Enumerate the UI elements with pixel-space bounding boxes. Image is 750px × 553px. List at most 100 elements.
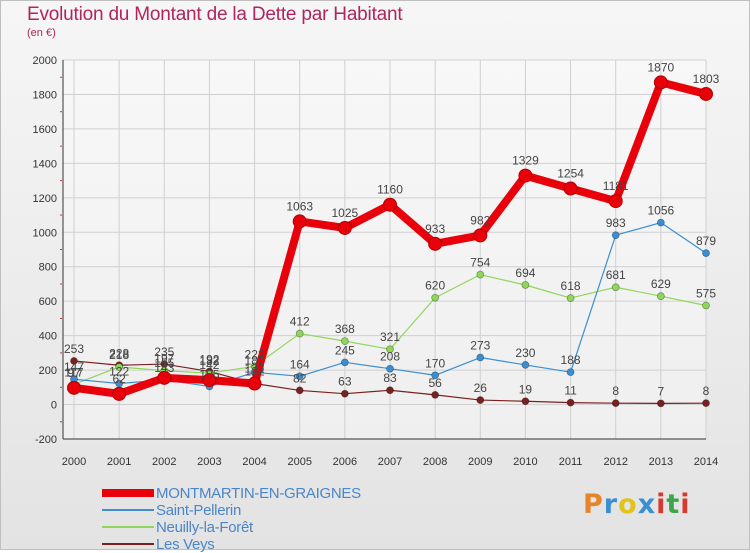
data-label: 230 — [515, 346, 535, 360]
x-tick-label: 2009 — [468, 456, 492, 468]
data-label: 618 — [561, 279, 581, 293]
data-label: 253 — [64, 342, 84, 356]
data-label: 197 — [154, 352, 174, 366]
data-label: 97 — [67, 366, 81, 380]
logo-letter: r — [603, 489, 619, 520]
data-point — [521, 397, 530, 406]
data-label: 83 — [383, 371, 397, 385]
legend-label: Saint-Pellerin — [156, 501, 242, 519]
data-label: 1160 — [377, 183, 403, 197]
data-label: 26 — [474, 381, 488, 395]
data-label: 56 — [428, 376, 442, 390]
data-label: 105 — [199, 367, 219, 381]
data-label: 879 — [696, 234, 716, 248]
data-point — [476, 353, 485, 362]
x-tick-label: 2012 — [603, 456, 627, 468]
data-point — [608, 194, 623, 209]
x-tick-label: 2002 — [152, 456, 176, 468]
logo-letter: P — [583, 489, 604, 520]
data-label: 681 — [606, 268, 626, 282]
data-label: 117 — [64, 365, 83, 379]
legend-label: Les Veys — [156, 535, 215, 553]
data-label: 82 — [293, 371, 307, 385]
data-label: 142 — [199, 358, 219, 372]
x-tick-label: 2007 — [378, 456, 402, 468]
data-label: 245 — [335, 343, 355, 357]
data-point — [611, 231, 620, 240]
legend-swatch — [102, 509, 154, 511]
x-tick-label: 2001 — [107, 456, 131, 468]
legend-item: MONTMARTIN-EN-GRAIGNES — [102, 485, 361, 502]
x-tick-label: 2004 — [242, 456, 266, 468]
data-point — [702, 249, 710, 258]
data-point — [295, 372, 304, 381]
data-label: 368 — [335, 322, 355, 336]
y-tick-label: 1200 — [33, 193, 57, 205]
data-label: 192 — [199, 352, 219, 366]
data-label: 694 — [515, 266, 535, 280]
data-point — [340, 389, 349, 398]
data-label: 575 — [696, 286, 716, 300]
data-point — [386, 386, 394, 395]
data-label: 11 — [564, 384, 577, 398]
data-label: 8 — [612, 384, 619, 398]
data-label: 7 — [658, 384, 665, 398]
data-point — [566, 368, 575, 377]
legend-item: Les Veys — [102, 535, 215, 553]
data-label: 218 — [109, 348, 129, 362]
data-label: 63 — [338, 375, 352, 389]
data-point — [702, 301, 710, 310]
data-label: 273 — [470, 339, 490, 353]
data-point — [340, 358, 349, 367]
legend-item: Neuilly-la-Forêt — [102, 518, 253, 536]
data-point — [656, 218, 665, 227]
data-label: 143 — [154, 361, 174, 375]
data-label: 147 — [64, 360, 84, 374]
y-tick-label: 600 — [39, 296, 57, 308]
data-point — [431, 293, 440, 302]
x-tick-label: 2005 — [287, 456, 311, 468]
y-tick-label: 200 — [39, 365, 57, 377]
data-label: 122 — [245, 362, 265, 376]
data-point — [699, 86, 713, 101]
data-point — [563, 181, 578, 196]
data-point — [431, 390, 440, 399]
data-label: 620 — [425, 279, 445, 293]
data-label: 187 — [245, 353, 265, 367]
legend-swatch — [102, 526, 154, 528]
data-point — [566, 398, 575, 407]
data-label: 122 — [109, 365, 129, 379]
data-label: 629 — [651, 277, 671, 291]
logo-letter: i — [656, 489, 667, 520]
x-tick-label: 2006 — [333, 456, 357, 468]
logo-letter: i — [680, 489, 691, 520]
data-point — [431, 371, 440, 380]
data-label: 1803 — [693, 72, 720, 86]
x-tick-label: 2011 — [559, 456, 583, 468]
y-tick-label: 1600 — [33, 124, 57, 136]
data-point — [202, 373, 217, 388]
legend-item: Saint-Pellerin — [102, 501, 242, 519]
y-tick-label: 1000 — [33, 227, 57, 239]
data-point — [157, 370, 172, 385]
legend-label: Neuilly-la-Forêt — [156, 518, 253, 536]
data-label: 754 — [470, 256, 490, 270]
data-point — [115, 363, 124, 371]
data-label: 228 — [109, 346, 129, 360]
data-label: 1025 — [332, 206, 359, 220]
logo-letter: x — [637, 489, 657, 520]
y-tick-label: 800 — [39, 262, 57, 274]
data-point — [611, 399, 620, 408]
data-point — [386, 364, 394, 373]
data-label: 170 — [425, 356, 445, 370]
data-label: 235 — [154, 345, 174, 359]
x-tick-label: 2003 — [197, 456, 221, 468]
y-tick-label: 0 — [51, 400, 57, 412]
data-point — [518, 168, 533, 183]
data-label: 1056 — [648, 204, 675, 218]
logo-letter: t — [666, 489, 681, 520]
data-point — [295, 386, 304, 395]
data-point — [476, 396, 485, 404]
y-tick-label: 1400 — [33, 158, 57, 170]
